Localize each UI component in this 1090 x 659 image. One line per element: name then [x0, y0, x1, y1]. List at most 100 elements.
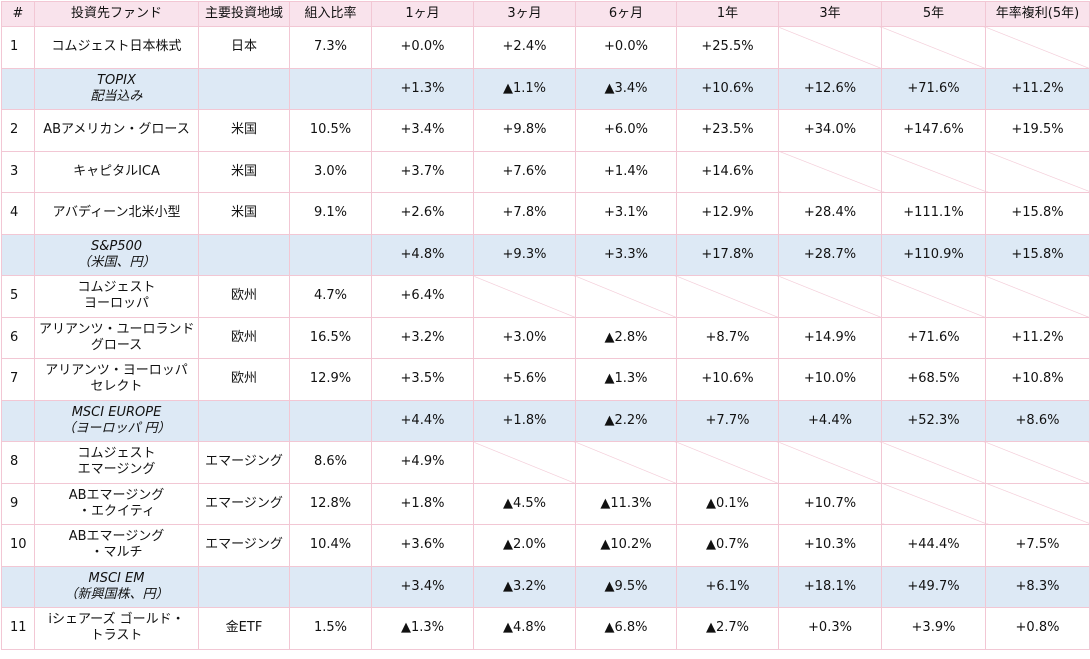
benchmark-name: MSCI EM （新興国株、円）: [34, 565, 199, 608]
return-cagr-5y: [985, 26, 1090, 69]
return-6m: ▲10.2%: [575, 524, 677, 567]
return-3m: +7.8%: [473, 192, 576, 235]
return-cagr-5y: +7.5%: [985, 524, 1090, 567]
return-1m: +3.5%: [371, 358, 474, 401]
name-line: MSCI EM: [88, 570, 145, 586]
name-line: エマージング: [77, 462, 156, 478]
allocation-ratio: 1.5%: [289, 607, 372, 650]
fund-row: 10 ABエマージング ・マルチ エマージング 10.4% +3.6% ▲2.0% ▲10.2…: [1, 524, 1090, 567]
benchmark-row: MSCI EUROPE （ヨーロッパ 円） +4.4% +1.8% ▲2.2% +7.7%…: [1, 399, 1090, 442]
return-6m: +0.0%: [575, 26, 677, 69]
allocation-ratio: 10.5%: [289, 109, 372, 152]
allocation-ratio: 12.9%: [289, 358, 372, 401]
return-1y: +10.6%: [676, 67, 779, 110]
return-cagr-5y: +8.3%: [985, 565, 1090, 608]
return-3y: +28.7%: [778, 233, 882, 276]
fund-name: ABエマージング ・マルチ: [34, 524, 199, 567]
region: 金ETF: [198, 607, 290, 650]
return-1m: +1.8%: [371, 482, 474, 525]
name-line: コムジェスト: [77, 280, 156, 296]
return-3m: ▲3.2%: [473, 565, 576, 608]
return-1y: ▲0.7%: [676, 524, 779, 567]
return-6m: ▲3.4%: [575, 67, 677, 110]
return-1y: +7.7%: [676, 399, 779, 442]
return-cagr-5y: +8.6%: [985, 399, 1090, 442]
return-6m: ▲2.2%: [575, 399, 677, 442]
return-1y: +25.5%: [676, 26, 779, 69]
return-3y: +28.4%: [778, 192, 882, 235]
return-1y: +6.1%: [676, 565, 779, 608]
allocation-ratio: [289, 67, 372, 110]
allocation-ratio: 7.3%: [289, 26, 372, 69]
allocation-ratio: 10.4%: [289, 524, 372, 567]
region: エマージング: [198, 524, 290, 567]
return-5y: +44.4%: [881, 524, 986, 567]
row-index: [1, 233, 35, 276]
fund-name: アリアンツ・ヨーロッパ セレクト: [34, 358, 199, 401]
region: 欧州: [198, 316, 290, 359]
header-fund: 投資先ファンド: [34, 1, 199, 27]
name-line: ・エクイティ: [78, 503, 155, 519]
fund-row: 2 ABアメリカン・グロース 米国 10.5% +3.4% +9.8% +6.0% +23.5…: [1, 109, 1090, 152]
row-index: 9: [1, 482, 35, 525]
name-line: ABエマージング: [68, 487, 165, 503]
return-6m: ▲1.3%: [575, 358, 677, 401]
return-1y: +23.5%: [676, 109, 779, 152]
return-1y: +17.8%: [676, 233, 779, 276]
fund-name: アバディーン北米小型: [34, 192, 199, 235]
region: 日本: [198, 26, 290, 69]
return-3y: +12.6%: [778, 67, 882, 110]
fund-name: コムジェスト エマージング: [34, 441, 199, 484]
name-line: コムジェスト日本株式: [51, 39, 182, 55]
row-index: [1, 67, 35, 110]
return-cagr-5y: [985, 441, 1090, 484]
fund-row: 5 コムジェスト ヨーロッパ 欧州 4.7% +6.4%: [1, 275, 1090, 318]
return-6m: ▲9.5%: [575, 565, 677, 608]
allocation-ratio: 3.0%: [289, 150, 372, 193]
name-line: グロース: [90, 337, 143, 353]
header-1m: 1ヶ月: [371, 1, 474, 27]
return-3m: +2.4%: [473, 26, 576, 69]
return-3y: +14.9%: [778, 316, 882, 359]
name-line: ・マルチ: [90, 545, 143, 561]
region: 米国: [198, 150, 290, 193]
return-3m: ▲4.8%: [473, 607, 576, 650]
name-line: アリアンツ・ユーロランド: [39, 321, 195, 337]
name-line: セレクト: [90, 379, 143, 395]
fund-name: アリアンツ・ユーロランド グロース: [34, 316, 199, 359]
benchmark-name: MSCI EUROPE （ヨーロッパ 円）: [34, 399, 199, 442]
return-1m: +4.9%: [371, 441, 474, 484]
return-cagr-5y: [985, 275, 1090, 318]
row-index: 5: [1, 275, 35, 318]
name-line: （新興国株、円）: [64, 586, 169, 602]
fund-row: 8 コムジェスト エマージング エマージング 8.6% +4.9%: [1, 441, 1090, 484]
return-3y: [778, 441, 882, 484]
return-3m: ▲1.1%: [473, 67, 576, 110]
return-5y: +71.6%: [881, 67, 986, 110]
return-1m: +4.8%: [371, 233, 474, 276]
name-line: S&P500: [90, 238, 143, 254]
return-5y: [881, 150, 986, 193]
return-cagr-5y: +15.8%: [985, 233, 1090, 276]
return-1m: +3.4%: [371, 109, 474, 152]
fund-row: 3 キャピタルICA 米国 3.0% +3.7% +7.6% +1.4% +14.6%: [1, 150, 1090, 193]
return-3m: ▲2.0%: [473, 524, 576, 567]
return-6m: +1.4%: [575, 150, 677, 193]
name-line: 配当込み: [90, 88, 143, 104]
name-line: ヨーロッパ: [83, 296, 149, 312]
allocation-ratio: 8.6%: [289, 441, 372, 484]
header-ratio: 組入比率: [289, 1, 372, 27]
return-3y: +34.0%: [778, 109, 882, 152]
return-1y: +8.7%: [676, 316, 779, 359]
return-3y: [778, 275, 882, 318]
name-line: キャピタルICA: [73, 163, 160, 179]
return-1y: ▲0.1%: [676, 482, 779, 525]
return-1m: +1.3%: [371, 67, 474, 110]
return-cagr-5y: +0.8%: [985, 607, 1090, 650]
return-5y: +71.6%: [881, 316, 986, 359]
return-1m: +3.4%: [371, 565, 474, 608]
return-cagr-5y: +11.2%: [985, 67, 1090, 110]
name-line: トラスト: [90, 628, 143, 644]
region: 欧州: [198, 358, 290, 401]
allocation-ratio: 9.1%: [289, 192, 372, 235]
